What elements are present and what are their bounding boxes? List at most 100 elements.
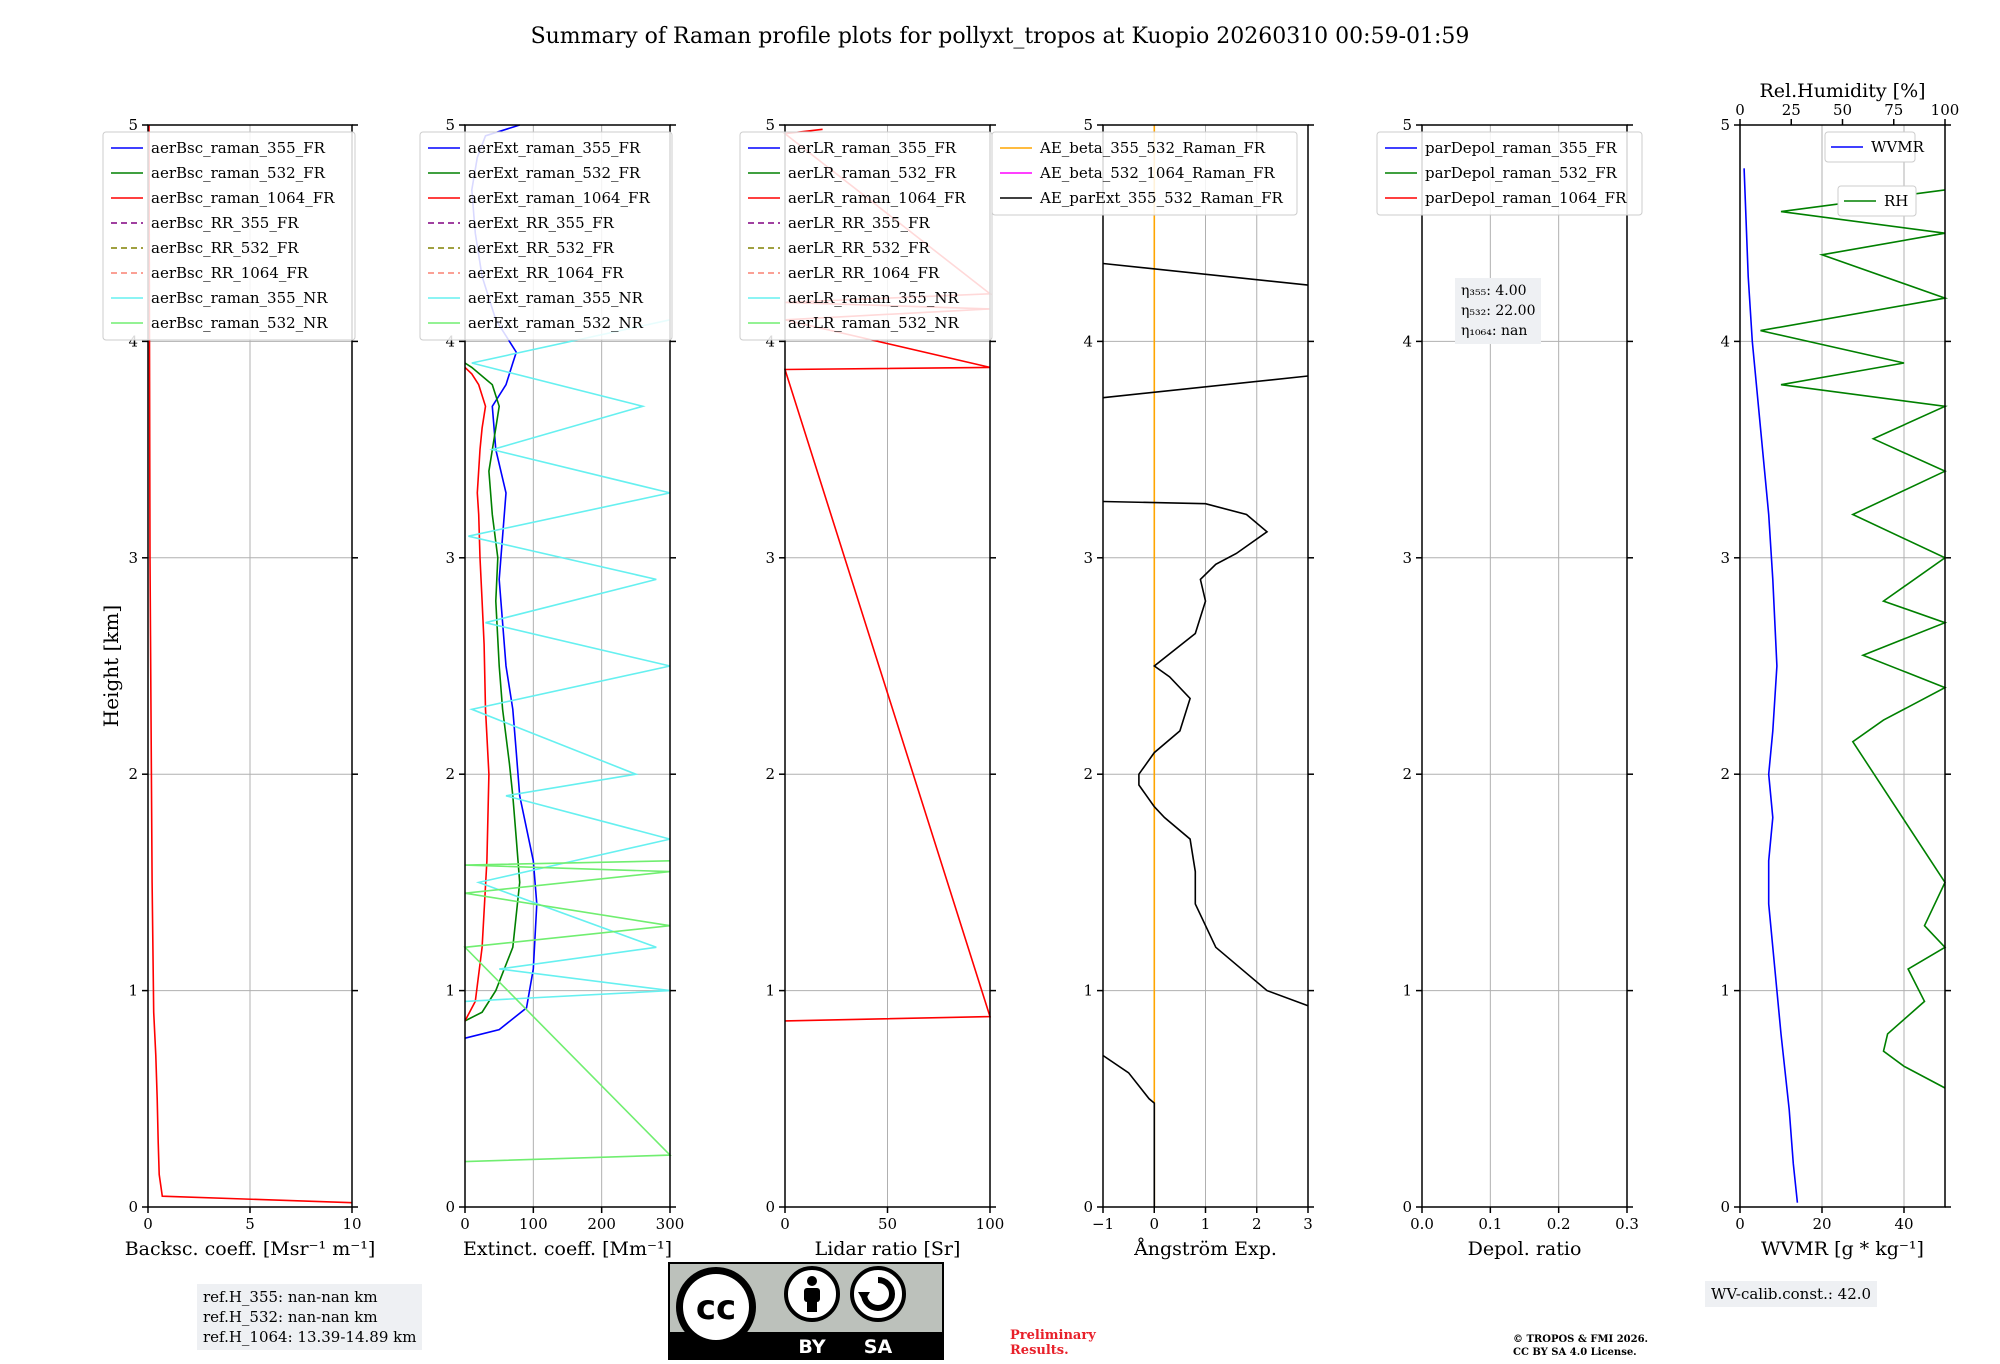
- series-WVMR: [1743, 168, 1799, 1203]
- legend-label: aerExt_RR_1064_FR: [468, 264, 624, 282]
- legend-frame: [739, 131, 993, 341]
- x-tick-label: 2: [1252, 1215, 1262, 1233]
- legend-label: aerLR_RR_355_FR: [788, 214, 930, 232]
- y-tick-label: 4: [765, 332, 775, 350]
- y-tick-label: 2: [128, 765, 138, 783]
- y-tick-label: 2: [1402, 765, 1412, 783]
- x-tick-label: 0.2: [1547, 1215, 1571, 1233]
- x-tick-label: 0: [1735, 1215, 1745, 1233]
- y-tick-label: 1: [445, 982, 455, 1000]
- y-tick-label: 0: [128, 1198, 138, 1216]
- y-tick-label: 1: [128, 982, 138, 1000]
- x-tick-label: 50: [878, 1215, 897, 1233]
- series-RH: [1760, 189, 1949, 1089]
- legend-label: aerLR_raman_355_FR: [788, 139, 957, 157]
- legend-WVMR: WVMR: [1824, 131, 1925, 163]
- depol-eta-box: η₃₅₅: 4.00 η₅₃₂: 22.00 η₁₀₆₄: nan: [1455, 278, 1542, 344]
- y-tick-label: 5: [128, 116, 138, 134]
- y-tick-label: 2: [445, 765, 455, 783]
- legend-label: aerExt_raman_355_NR: [468, 289, 644, 307]
- legend-label: aerBsc_RR_355_FR: [151, 214, 299, 232]
- panel-6: 0 20 40 0 1 2 3 4 5 WVMR [g * kg⁻¹] Rel.Humidity […: [1720, 80, 1959, 1260]
- legend-label: aerBsc_raman_355_NR: [151, 289, 328, 307]
- series-AE_parExt_355_532_Raman_FR_c: [1102, 375, 1309, 399]
- legend-label: aerBsc_raman_532_NR: [151, 314, 328, 332]
- y-tick-label: 1: [765, 982, 775, 1000]
- x-tick-label: 300: [656, 1215, 685, 1233]
- legend-label: aerLR_raman_1064_FR: [788, 189, 966, 207]
- axes-frame: [147, 124, 353, 1208]
- figure-title: Summary of Raman profile plots for polly…: [531, 24, 1470, 49]
- y-tick-label: 1: [1402, 982, 1412, 1000]
- legend-label: RH: [1884, 192, 1908, 210]
- eta-355: η₃₅₅: 4.00: [1461, 283, 1527, 299]
- legend-label: aerLR_RR_1064_FR: [788, 264, 940, 282]
- x-axis-label: Depol. ratio: [1468, 1238, 1582, 1260]
- x-axis-label: Extinct. coeff. [Mm⁻¹]: [463, 1238, 672, 1260]
- y-tick-label: 4: [1083, 332, 1093, 350]
- copyright-line-1: © TROPOS & FMI 2026.: [1513, 1334, 1649, 1345]
- y-tick-label: 1: [1720, 982, 1730, 1000]
- wv-calib-const: WV-calib.const.: 42.0: [1711, 1285, 1872, 1303]
- legend-label: aerExt_RR_355_FR: [468, 214, 615, 232]
- ref-height-1064: ref.H_1064: 13.39-14.89 km: [203, 1328, 417, 1346]
- top-tick-label: 100: [1931, 101, 1960, 119]
- y-tick-label: 5: [1720, 116, 1730, 134]
- x-tick-label: 3: [1303, 1215, 1313, 1233]
- axes-frame: [464, 124, 671, 1208]
- x-axis-label: Backsc. coeff. [Msr⁻¹ m⁻¹]: [125, 1238, 376, 1260]
- y-tick-label: 1: [1083, 982, 1093, 1000]
- legend-RH: RH: [1837, 185, 1917, 217]
- x-tick-label: 0: [143, 1215, 153, 1233]
- axes-frame: [1421, 124, 1628, 1208]
- y-tick-label: 2: [765, 765, 775, 783]
- legend-label: AE_beta_355_532_Raman_FR: [1039, 139, 1266, 157]
- x-axis-label: Lidar ratio [Sr]: [815, 1238, 961, 1260]
- x-axis-label-top: Rel.Humidity [%]: [1759, 80, 1925, 102]
- preliminary-line-1: Preliminary: [1010, 1328, 1096, 1343]
- legend: aerBsc_raman_355_FR aerBsc_raman_532_FRae…: [102, 131, 356, 341]
- legend-label: aerLR_raman_532_NR: [788, 314, 959, 332]
- top-tick-label: 50: [1833, 101, 1852, 119]
- x-tick-label: 100: [976, 1215, 1005, 1233]
- y-tick-label: 5: [765, 116, 775, 134]
- y-tick-label: 5: [445, 116, 455, 134]
- eta-1064: η₁₀₆₄: nan: [1461, 323, 1528, 339]
- legend-frame: [1376, 131, 1643, 216]
- top-tick-label: 0: [1735, 101, 1745, 119]
- y-tick-label: 3: [445, 549, 455, 567]
- ref-height-355: ref.H_355: nan-nan km: [203, 1288, 378, 1306]
- copyright-line-2: CC BY SA 4.0 License.: [1513, 1347, 1637, 1358]
- x-tick-label: −1: [1092, 1215, 1114, 1233]
- legend-frame: [102, 131, 356, 341]
- legend-label: aerBsc_raman_355_FR: [151, 139, 326, 157]
- x-tick-label: 40: [1894, 1215, 1913, 1233]
- series-AE_parExt_355_532_Raman_FR_d: [1102, 262, 1309, 286]
- x-tick-label: 0.0: [1410, 1215, 1434, 1233]
- y-tick-label: 4: [445, 332, 455, 350]
- preliminary-results-note: Preliminary Results.: [1010, 1328, 1096, 1358]
- legend-label: aerExt_RR_532_FR: [468, 239, 615, 257]
- x-tick-label: 0: [780, 1215, 790, 1233]
- x-tick-label: 20: [1812, 1215, 1831, 1233]
- preliminary-line-2: Results.: [1010, 1343, 1069, 1358]
- legend-label: aerBsc_RR_532_FR: [151, 239, 299, 257]
- top-tick-label: 75: [1884, 101, 1903, 119]
- legend-label: aerBsc_raman_532_FR: [151, 164, 326, 182]
- x-tick-label: 100: [519, 1215, 548, 1233]
- series-aerExt_raman_355_NR: [464, 319, 671, 1003]
- legend-label: AE_beta_532_1064_Raman_FR: [1039, 164, 1275, 182]
- x-tick-label: 200: [587, 1215, 616, 1233]
- y-axis-label: Height [km]: [99, 605, 123, 727]
- legend-label: aerExt_raman_532_FR: [468, 164, 641, 182]
- legend-label: parDepol_raman_1064_FR: [1425, 189, 1627, 207]
- y-tick-label: 5: [1083, 116, 1093, 134]
- copyright-note: © TROPOS & FMI 2026. CC BY SA 4.0 Licens…: [1513, 1333, 1648, 1359]
- y-tick-label: 4: [1402, 332, 1412, 350]
- y-tick-label: 0: [1720, 1198, 1730, 1216]
- x-tick-label: 0.3: [1615, 1215, 1639, 1233]
- y-tick-label: 3: [765, 549, 775, 567]
